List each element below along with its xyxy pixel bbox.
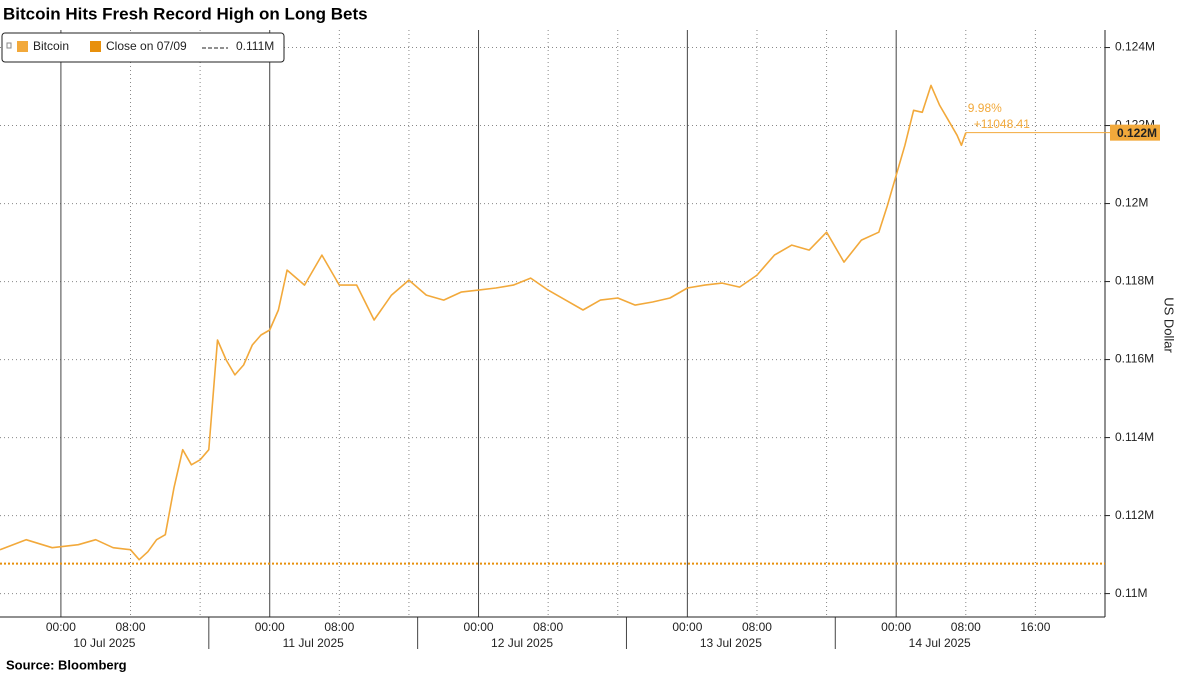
y-tick-label: 0.112M (1115, 508, 1154, 522)
x-tick-label: 00:00 (672, 620, 702, 634)
legend-box (1, 32, 285, 63)
y-tick-label: 0.114M (1115, 430, 1154, 444)
x-tick-label: 16:00 (1020, 620, 1050, 634)
chart-title: Bitcoin Hits Fresh Record High on Long B… (3, 4, 368, 23)
legend-icon (6, 42, 12, 49)
x-tick-label: 08:00 (742, 620, 772, 634)
y-tick-label: 0.118M (1115, 274, 1154, 288)
y-tick-label: 0.12M (1115, 196, 1148, 210)
x-group-label: 14 Jul 2025 (909, 636, 971, 650)
legend-label: Bitcoin (33, 39, 69, 53)
legend: Bitcoin Close on 07/09 0.111M (1, 32, 285, 63)
last-value-label: 0.122M (1117, 126, 1157, 140)
annotation: 9.98% (968, 101, 1002, 115)
x-tick-label: 00:00 (46, 620, 76, 634)
x-group-label: 11 Jul 2025 (283, 636, 344, 650)
x-tick-label: 08:00 (324, 620, 354, 634)
x-group-label: 12 Jul 2025 (491, 636, 553, 650)
x-tick-label: 08:00 (533, 620, 563, 634)
y-axis-label: US Dollar (1162, 297, 1177, 353)
x-tick-label: 00:00 (255, 620, 285, 634)
line (0, 84, 967, 561)
y-tick-label: 0.11M (1115, 586, 1147, 600)
annotation: +11048.41 (974, 117, 1030, 131)
source: Source: Bloomberg (6, 657, 127, 672)
x-group-label: 10 Jul 2025 (73, 636, 135, 650)
plot: 0.11M 0.112M 0.114M 0.116M 0.118M 0.12M 0.122M… (0, 30, 1160, 650)
y-tick-label: 0.116M (1115, 352, 1154, 366)
x-tick-label: 00:00 (464, 620, 494, 634)
legend-swatch (90, 41, 101, 52)
x-tick-label: 08:00 (951, 620, 981, 634)
y-tick-label: 0.124M (1115, 40, 1155, 54)
x-tick-label: 00:00 (881, 620, 911, 634)
last-value-tag (1110, 124, 1160, 141)
x-tick-label: 08:00 (115, 620, 145, 634)
legend-label: Close on 07/09 (106, 39, 187, 53)
x-group-label: 13 Jul 2025 (700, 636, 762, 650)
legend-value: 0.111M (236, 39, 274, 53)
legend-swatch (17, 41, 28, 52)
